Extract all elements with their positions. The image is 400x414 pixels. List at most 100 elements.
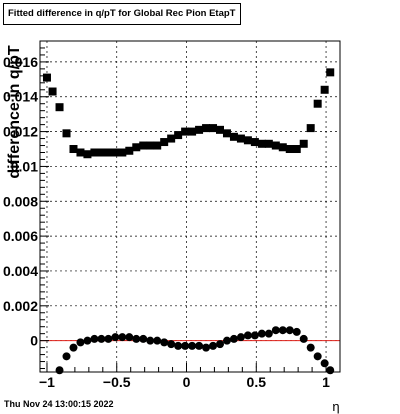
data-point-square	[299, 139, 308, 148]
data-point-circle	[125, 333, 134, 342]
y-tick-label: 0.002	[3, 298, 38, 314]
data-point-circle	[181, 341, 190, 350]
data-point-circle	[209, 341, 218, 350]
data-point-circle	[104, 334, 113, 343]
data-point-square	[69, 145, 78, 154]
y-tick-label: 0.016	[3, 54, 38, 70]
data-point-square	[320, 85, 329, 94]
data-point-square	[216, 125, 224, 134]
chart-title: Fitted difference in q/pT for Global Rec…	[3, 3, 241, 25]
data-point-circle	[202, 343, 211, 352]
data-point-circle	[229, 334, 238, 343]
y-tick-label: 0	[30, 333, 38, 349]
y-tick-label: 0.008	[3, 193, 38, 209]
data-point-square	[125, 146, 134, 155]
data-point-circle	[62, 352, 71, 361]
data-point-circle	[257, 329, 266, 338]
data-point-circle	[264, 329, 273, 338]
data-point-circle	[236, 333, 245, 342]
data-point-square	[229, 132, 238, 141]
data-point-circle	[306, 343, 315, 352]
data-point-circle	[160, 338, 169, 347]
data-point-circle	[76, 338, 85, 347]
data-point-square	[174, 131, 183, 140]
data-point-square	[222, 129, 231, 138]
x-axis-label: η	[332, 399, 339, 414]
y-tick-label: 0.012	[3, 124, 38, 140]
data-point-square	[139, 141, 148, 150]
tick-labels: −1 −0.5 0 0.5 1 0 0.002 0.004 0.006 0.008 0.01 0.01…	[3, 54, 330, 390]
data-point-circle	[97, 334, 106, 343]
data-point-square	[153, 141, 162, 150]
y-axis-label: difference in q/pT	[6, 45, 23, 179]
data-point-square	[62, 129, 71, 138]
data-point-square	[104, 148, 113, 157]
data-point-circle	[320, 359, 329, 368]
y-tick-label: 0.01	[11, 158, 38, 174]
data-point-square	[146, 141, 155, 150]
data-point-square	[188, 127, 197, 136]
data-point-circle	[250, 331, 259, 340]
data-point-circle	[55, 366, 64, 375]
data-point-circle	[313, 352, 322, 361]
data-point-square	[97, 148, 106, 157]
data-point-square	[76, 148, 85, 157]
data-point-square	[250, 138, 259, 147]
data-point-circle	[174, 341, 183, 350]
data-point-circle	[292, 327, 301, 336]
data-point-square	[209, 124, 218, 133]
data-point-circle	[216, 340, 224, 349]
data-point-square	[326, 68, 335, 77]
data-point-circle	[132, 334, 141, 343]
data-point-square	[202, 124, 211, 133]
x-tick-label: −0.5	[103, 374, 131, 390]
data-point-square	[271, 141, 280, 150]
x-tick-label: 1	[322, 374, 330, 390]
x-tick-label: −1	[39, 374, 55, 390]
data-point-square	[48, 87, 57, 96]
data-point-square	[55, 103, 64, 112]
plot-frame	[39, 40, 341, 373]
data-point-circle	[90, 334, 99, 343]
data-point-square	[313, 99, 322, 108]
data-point-circle	[118, 333, 127, 342]
data-point-square	[264, 139, 273, 148]
x-tick-label: 0.5	[247, 374, 267, 390]
data-point-square	[243, 136, 252, 145]
data-point-circle	[188, 341, 197, 350]
data-point-circle	[243, 331, 252, 340]
timestamp: Thu Nov 24 13:00:15 2022	[4, 399, 114, 409]
data-point-circle	[153, 336, 162, 345]
data-point-circle	[139, 334, 148, 343]
y-tick-label: 0.014	[3, 89, 38, 105]
data-point-square	[167, 134, 176, 143]
data-point-circle	[195, 341, 204, 350]
data-point-square	[181, 127, 190, 136]
data-point-square	[83, 150, 92, 159]
data-point-square	[132, 143, 141, 152]
data-point-square	[160, 138, 169, 147]
data-point-circle	[167, 340, 176, 349]
data-point-square	[292, 145, 301, 154]
data-point-square	[306, 124, 315, 133]
data-point-circle	[285, 326, 294, 335]
data-point-square	[195, 125, 204, 134]
data-point-circle	[111, 333, 120, 342]
data-point-circle	[222, 336, 231, 345]
y-tick-label: 0.004	[3, 263, 38, 279]
y-tick-label: 0.006	[3, 228, 38, 244]
data-point-square	[90, 148, 99, 157]
data-point-square	[285, 145, 294, 154]
data-point-square	[257, 139, 266, 148]
data-point-circle	[146, 336, 155, 345]
grid-lines	[40, 41, 340, 372]
data-point-circle	[83, 336, 92, 345]
data-markers	[42, 68, 335, 375]
data-point-circle	[299, 334, 308, 343]
data-point-square	[42, 73, 51, 82]
data-point-circle	[278, 326, 287, 335]
data-point-circle	[69, 343, 78, 352]
data-point-square	[236, 134, 245, 143]
data-point-square	[118, 148, 127, 157]
